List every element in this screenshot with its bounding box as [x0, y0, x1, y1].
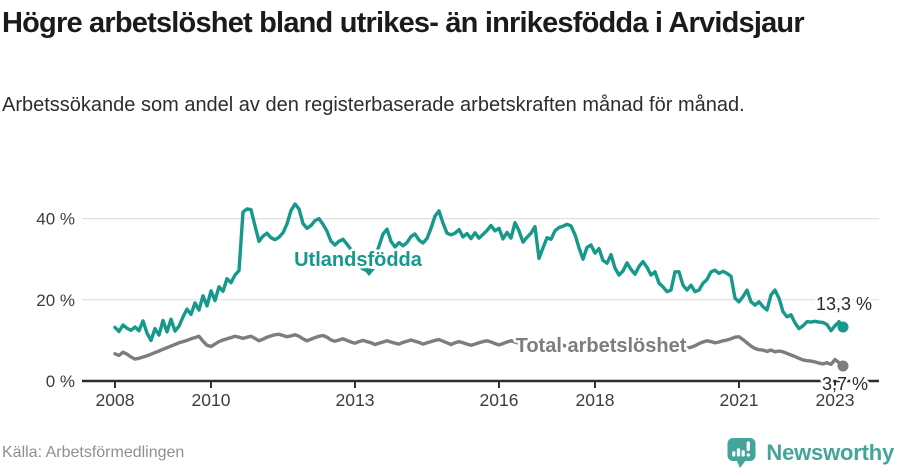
series-label-utlandsf-dda: Utlandsfödda: [294, 249, 423, 271]
x-axis-tick-label: 2016: [480, 390, 519, 410]
x-axis-tick-label: 2008: [96, 390, 135, 410]
series-label-total-arbetsl-shet: Total arbetslöshet: [516, 335, 687, 357]
series-end-dot-total-arbetsl-shet: [837, 360, 849, 372]
x-axis-tick-label: 2018: [576, 390, 615, 410]
end-value-label-utlandsf-dda: 13,3 %: [816, 294, 872, 314]
end-value-label-total-arbetsl-shet: 3,7 %: [822, 374, 868, 394]
x-axis-tick-label: 2023: [816, 390, 855, 410]
x-axis-tick-label: 2010: [192, 390, 231, 410]
unemployment-line-chart: 0 % 20 % 40 % 2008 2010 2013 2016 2018 2021 2023 U…: [36, 202, 879, 410]
series-label-pointer-triangle: [363, 269, 375, 276]
y-axis-tick-label: 40 %: [36, 210, 75, 229]
newsworthy-logo: Newsworthy: [727, 437, 894, 469]
chart-title: Högre arbetslöshet bland utrikes- än inr…: [2, 7, 805, 39]
newsworthy-speech-bubble-bar-chart-icon: [727, 438, 756, 468]
source-note: Källa: Arbetsförmedlingen: [2, 444, 185, 461]
x-axis-tick-label: 2013: [336, 390, 375, 410]
x-axis-tick-label: 2021: [720, 390, 759, 410]
chart-subtitle: Arbetssökande som andel av den registerb…: [2, 94, 745, 116]
series-line-total-arbetsl-shet: [113, 332, 845, 368]
y-axis-tick-label: 20 %: [36, 291, 75, 310]
newsworthy-wordmark: Newsworthy: [766, 440, 894, 465]
y-axis-tick-label: 0 %: [46, 372, 75, 391]
series-line-utlandsf-dda: [113, 202, 845, 343]
series-end-dot-utlandsf-dda: [837, 321, 849, 333]
